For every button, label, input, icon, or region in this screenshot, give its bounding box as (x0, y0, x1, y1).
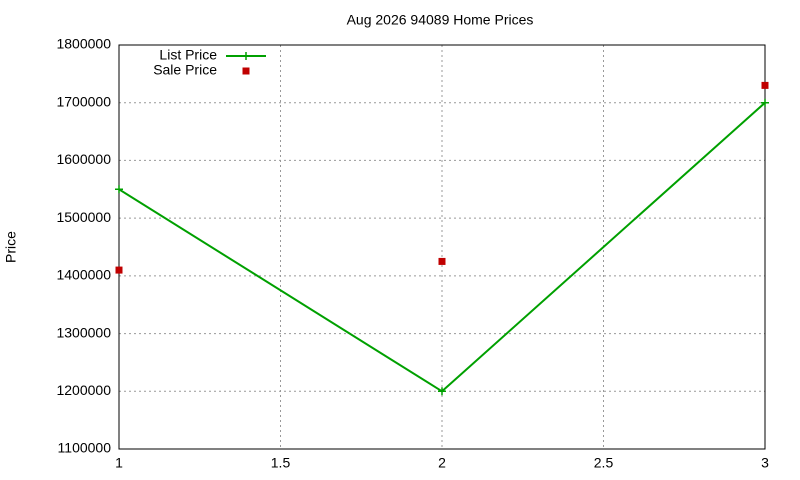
legend-marker (242, 67, 250, 75)
legend-label: List Price (159, 47, 217, 63)
point (438, 257, 446, 265)
y-tick-label: 1200000 (56, 382, 111, 398)
y-tick-label: 1100000 (58, 440, 112, 456)
plot-border (118, 44, 766, 450)
x-tick-label: 1 (115, 455, 123, 471)
y-axis-label: Price (3, 231, 19, 263)
y-tick-label: 1400000 (56, 267, 111, 283)
x-tick-label: 3 (761, 455, 769, 471)
x-tick-label: 2 (438, 455, 446, 471)
point (438, 387, 446, 396)
x-tick-label: 2.5 (594, 455, 614, 471)
y-tick-label: 1800000 (56, 36, 111, 52)
point (115, 266, 123, 274)
chart-title: Aug 2026 94089 Home Prices (347, 12, 534, 28)
point (115, 185, 123, 194)
y-tick-label: 1500000 (56, 209, 111, 225)
legend-label: Sale Price (153, 62, 217, 78)
point (761, 81, 769, 89)
y-tick-label: 1700000 (56, 93, 111, 109)
legend-marker (242, 52, 250, 60)
y-tick-label: 1600000 (56, 151, 111, 167)
point (761, 98, 769, 107)
y-tick-label: 1300000 (56, 324, 111, 340)
x-tick-label: 1.5 (271, 455, 291, 471)
